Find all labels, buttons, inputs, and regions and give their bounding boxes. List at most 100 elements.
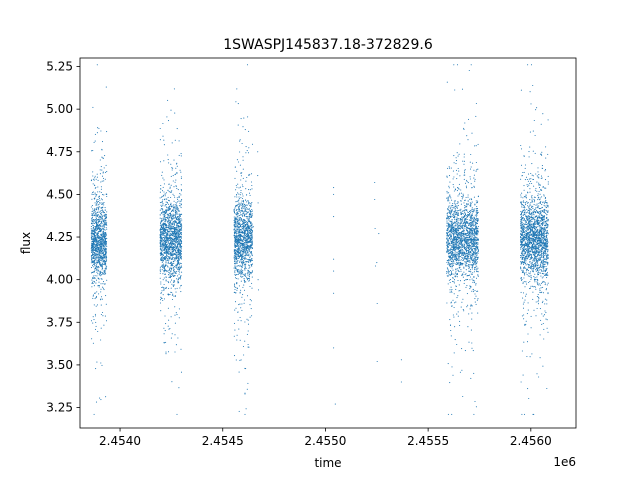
data-point (251, 240, 253, 242)
data-point (97, 191, 99, 193)
data-point (237, 206, 239, 208)
data-point (449, 202, 451, 204)
data-point (235, 265, 237, 267)
data-point (164, 204, 167, 206)
data-point (472, 223, 474, 225)
data-point (99, 169, 101, 171)
data-point (101, 252, 103, 254)
data-point (92, 222, 94, 224)
data-point (100, 221, 103, 224)
data-point (96, 173, 98, 175)
data-point (170, 109, 172, 111)
data-point (170, 213, 172, 215)
data-point (171, 226, 173, 228)
data-point (172, 238, 174, 240)
data-point (240, 235, 242, 237)
data-point (456, 276, 458, 278)
data-point (100, 283, 102, 285)
data-point (237, 124, 239, 126)
data-point (96, 219, 98, 221)
data-point (249, 250, 251, 252)
data-point (105, 272, 107, 274)
data-point (105, 252, 108, 254)
data-point (233, 236, 236, 238)
data-point (248, 174, 250, 177)
data-point (92, 257, 94, 259)
data-point (239, 204, 241, 206)
data-point (176, 314, 178, 316)
data-point (236, 240, 238, 242)
data-point (451, 258, 453, 260)
data-point (168, 218, 170, 220)
data-point (246, 64, 249, 66)
data-point (160, 238, 162, 240)
data-point (462, 160, 464, 162)
data-point (102, 202, 104, 204)
data-point (161, 246, 164, 248)
data-point (249, 240, 251, 243)
data-point (476, 205, 478, 208)
data-point (467, 118, 470, 120)
data-point (247, 244, 249, 247)
data-point (236, 289, 238, 291)
data-point (174, 245, 176, 247)
data-point (470, 329, 472, 331)
data-point (106, 171, 108, 173)
data-point (235, 252, 237, 254)
data-point (166, 206, 168, 208)
data-point (162, 231, 164, 233)
data-point (94, 292, 96, 294)
data-point (165, 259, 167, 261)
data-point (95, 279, 98, 281)
data-point (468, 258, 470, 260)
data-point (178, 240, 180, 242)
data-point (96, 64, 98, 66)
data-point (464, 263, 466, 265)
data-point (163, 246, 165, 248)
data-point (99, 250, 101, 252)
data-point (174, 257, 176, 259)
data-point (169, 273, 171, 275)
data-point (242, 240, 244, 242)
data-point (104, 224, 106, 226)
data-point (106, 211, 108, 213)
data-point (101, 258, 103, 260)
data-point (167, 265, 169, 267)
data-point (246, 211, 248, 213)
data-point (105, 235, 107, 237)
data-point (90, 226, 92, 228)
data-point (170, 291, 172, 293)
data-point (242, 254, 244, 256)
data-point (239, 194, 241, 196)
data-point (236, 196, 238, 198)
data-point (234, 252, 236, 254)
data-point (103, 204, 105, 206)
data-point (91, 261, 93, 263)
data-point (240, 217, 242, 219)
data-point (245, 368, 247, 370)
data-point (101, 250, 103, 252)
data-point (93, 245, 95, 247)
data-point (466, 221, 468, 223)
data-point (243, 244, 245, 247)
data-point (235, 269, 238, 271)
data-point (236, 204, 238, 206)
data-point (103, 180, 105, 182)
data-point (165, 261, 167, 263)
data-point (166, 234, 168, 237)
data-point (162, 135, 164, 137)
data-point (102, 251, 105, 253)
data-point (236, 159, 238, 161)
data-point (173, 248, 175, 251)
data-point (239, 246, 242, 248)
data-point (98, 216, 100, 219)
data-point (242, 168, 244, 170)
data-point (248, 279, 251, 281)
data-point (100, 223, 102, 225)
data-point (251, 188, 253, 190)
data-point (235, 286, 237, 288)
data-point (98, 229, 101, 231)
data-point (95, 195, 97, 197)
data-point (169, 227, 171, 229)
data-point (245, 246, 247, 248)
